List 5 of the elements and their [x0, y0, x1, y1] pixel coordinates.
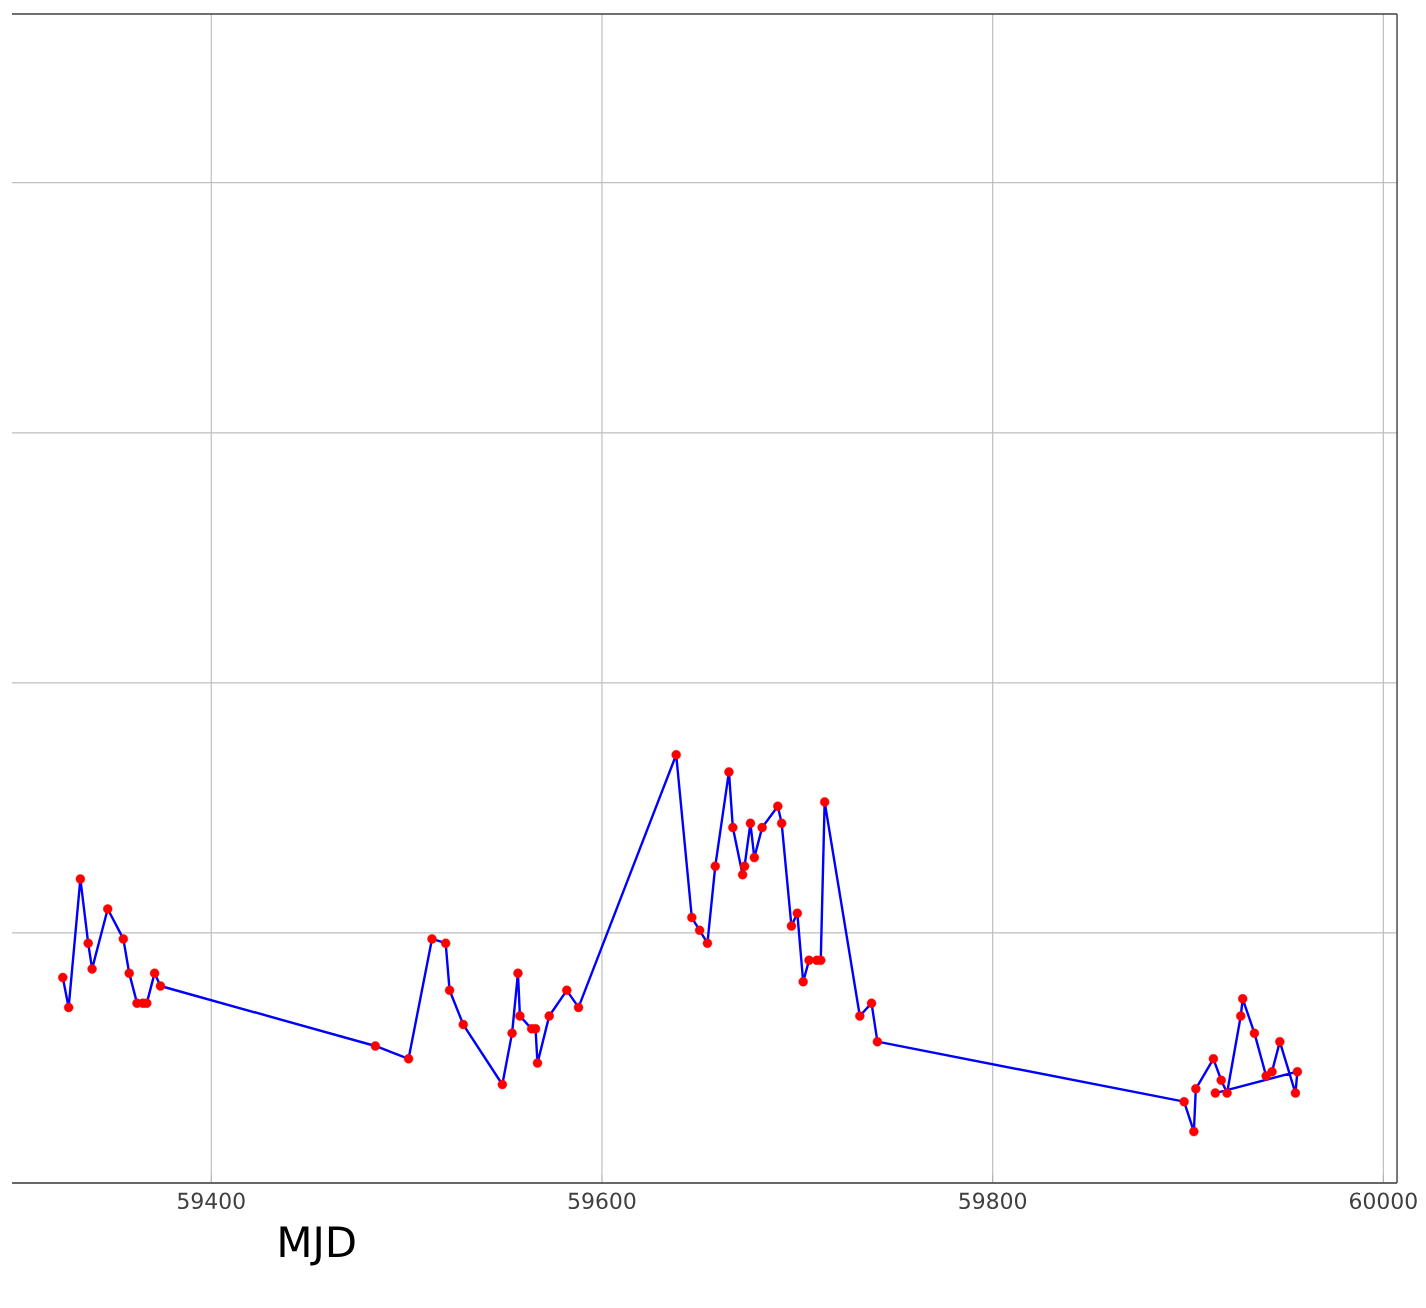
x-axis-title: MJD [280, 1226, 355, 1266]
x-tick-label: 60000 [1350, 1192, 1417, 1210]
x-tick-label: 59400 [178, 1192, 245, 1210]
x-tick-label: 59800 [959, 1192, 1027, 1210]
x-tick-label: 59600 [568, 1192, 636, 1210]
